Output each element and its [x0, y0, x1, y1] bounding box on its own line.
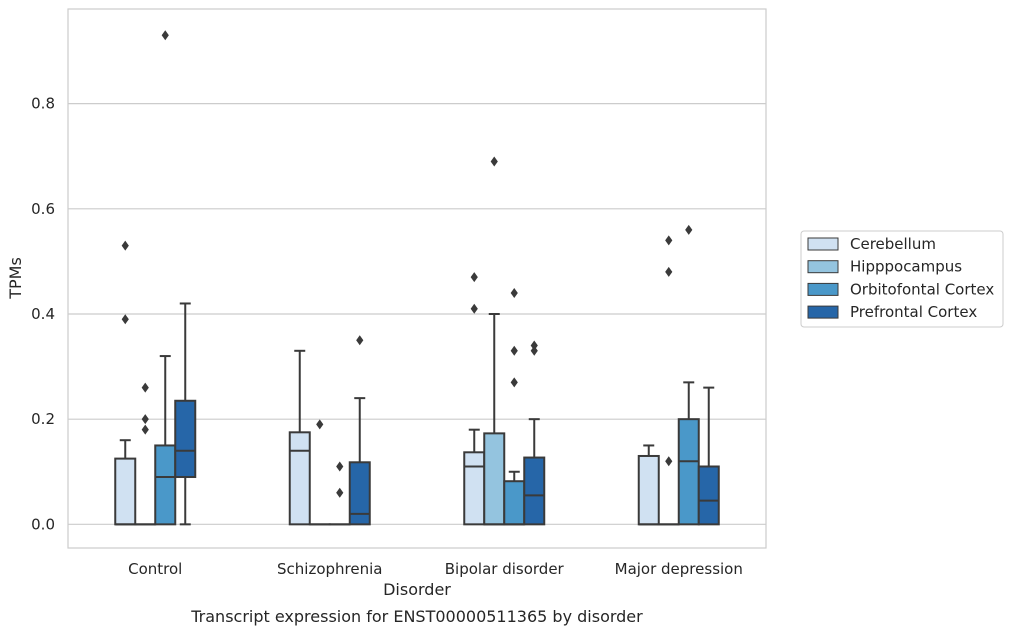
legend: Cerebellum Hipppocampus Orbitofontal Corte…: [800, 230, 1004, 328]
outlier-point: [316, 419, 324, 430]
y-tick-label: 0.2: [31, 410, 55, 428]
outlier-point: [470, 303, 478, 314]
box-0-1: [134, 382, 157, 526]
outlier-point: [141, 382, 149, 393]
legend-swatch: [807, 260, 839, 274]
box-0-0: [114, 240, 137, 526]
outlier-point: [161, 30, 169, 41]
box-body: [288, 431, 311, 526]
box-3-3: [697, 386, 720, 526]
outlier-point: [665, 456, 673, 467]
box-body: [503, 480, 526, 526]
chart-caption: Transcript expression for ENST0000051136…: [190, 607, 643, 626]
box-2-2: [503, 287, 526, 526]
box-1-0: [288, 349, 311, 526]
box-0-2: [154, 30, 177, 526]
outlier-point: [490, 156, 498, 167]
legend-swatch: [807, 237, 839, 251]
box-body: [637, 454, 660, 526]
outlier-point: [665, 266, 673, 277]
outlier-point: [530, 340, 538, 351]
legend-frame: [800, 230, 1004, 328]
box-2-1: [483, 156, 506, 526]
y-axis-label: TPMs: [6, 257, 25, 300]
outlier-point: [510, 377, 518, 388]
legend-label: Orbitofontal Cortex: [850, 280, 994, 298]
y-tick-label: 0.6: [31, 200, 55, 218]
box-body: [114, 457, 137, 526]
outlier-point: [336, 461, 344, 472]
outlier-point: [121, 314, 129, 325]
outlier-point: [530, 345, 538, 356]
box-3-2: [677, 224, 700, 526]
box-1-2: [328, 461, 351, 526]
x-axis-label: Disorder: [383, 580, 451, 599]
outlier-point: [470, 272, 478, 283]
y-tick-label: 0.8: [31, 95, 55, 113]
outlier-point: [665, 235, 673, 246]
y-tick-label: 0.0: [31, 515, 55, 533]
outlier-point: [141, 424, 149, 435]
legend-label: Cerebellum: [850, 235, 936, 253]
box-0-3: [174, 302, 197, 526]
x-tick-label: Major depression: [615, 560, 743, 578]
box-body: [697, 465, 720, 526]
box-3-0: [637, 444, 660, 526]
outlier-point: [336, 487, 344, 498]
outlier-point: [141, 414, 149, 425]
box-body: [154, 444, 177, 526]
box-body: [463, 451, 486, 526]
box-2-3: [523, 340, 546, 526]
x-axis-ticks: Control Schizophrenia Bipolar disorder Majo…: [128, 560, 743, 578]
box-3-1: [657, 235, 680, 526]
box-body: [677, 418, 700, 526]
plot-area-frame: [67, 8, 767, 549]
legend-label: Hipppocampus: [850, 258, 962, 276]
y-axis-ticks: 0.0 0.2 0.4 0.6 0.8: [31, 95, 55, 534]
legend-swatch: [807, 282, 839, 296]
x-tick-label: Control: [128, 560, 182, 578]
box-body: [483, 432, 506, 526]
box-body: [174, 399, 197, 479]
x-tick-label: Bipolar disorder: [445, 560, 565, 578]
y-tick-label: 0.4: [31, 305, 55, 323]
box-1-3: [348, 335, 371, 526]
outlier-point: [510, 345, 518, 356]
outlier-point: [121, 240, 129, 251]
box-series-layer: [114, 30, 720, 526]
outlier-point: [356, 335, 364, 346]
box-1-1: [308, 419, 331, 526]
x-tick-label: Schizophrenia: [277, 560, 382, 578]
legend-swatch: [807, 305, 839, 319]
legend-label: Prefrontal Cortex: [850, 303, 977, 321]
box-body: [523, 456, 546, 526]
outlier-point: [510, 287, 518, 298]
box-2-0: [463, 272, 486, 526]
box-body: [348, 461, 371, 526]
outlier-point: [685, 224, 693, 235]
